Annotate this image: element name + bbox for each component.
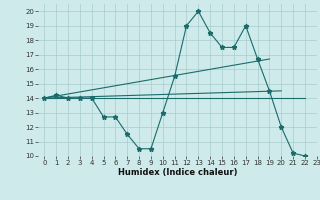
X-axis label: Humidex (Indice chaleur): Humidex (Indice chaleur) xyxy=(118,168,237,177)
